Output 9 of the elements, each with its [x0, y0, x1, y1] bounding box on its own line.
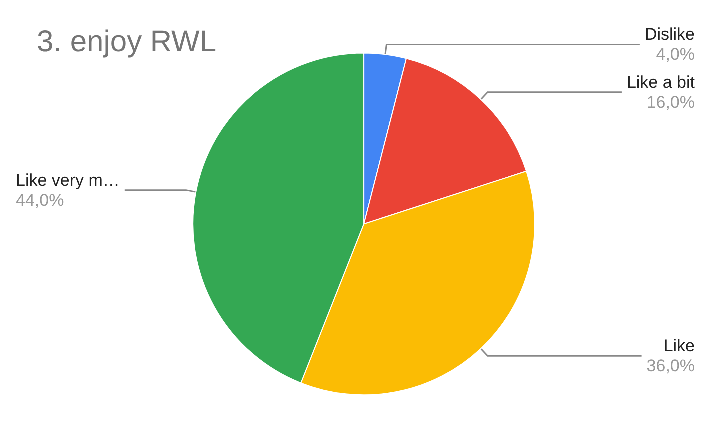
slice-label: Like: [664, 336, 695, 356]
data-label: 44,0%: [16, 190, 64, 210]
chart-title: 3. enjoy RWL: [37, 26, 217, 58]
data-label: 16,0%: [646, 92, 695, 112]
slice-label: Like very m…: [16, 170, 120, 190]
slice-label: Dislike: [644, 25, 695, 44]
data-label: 36,0%: [646, 356, 695, 376]
data-label: 4,0%: [656, 45, 695, 64]
slice-label: Like a bit: [626, 72, 696, 92]
